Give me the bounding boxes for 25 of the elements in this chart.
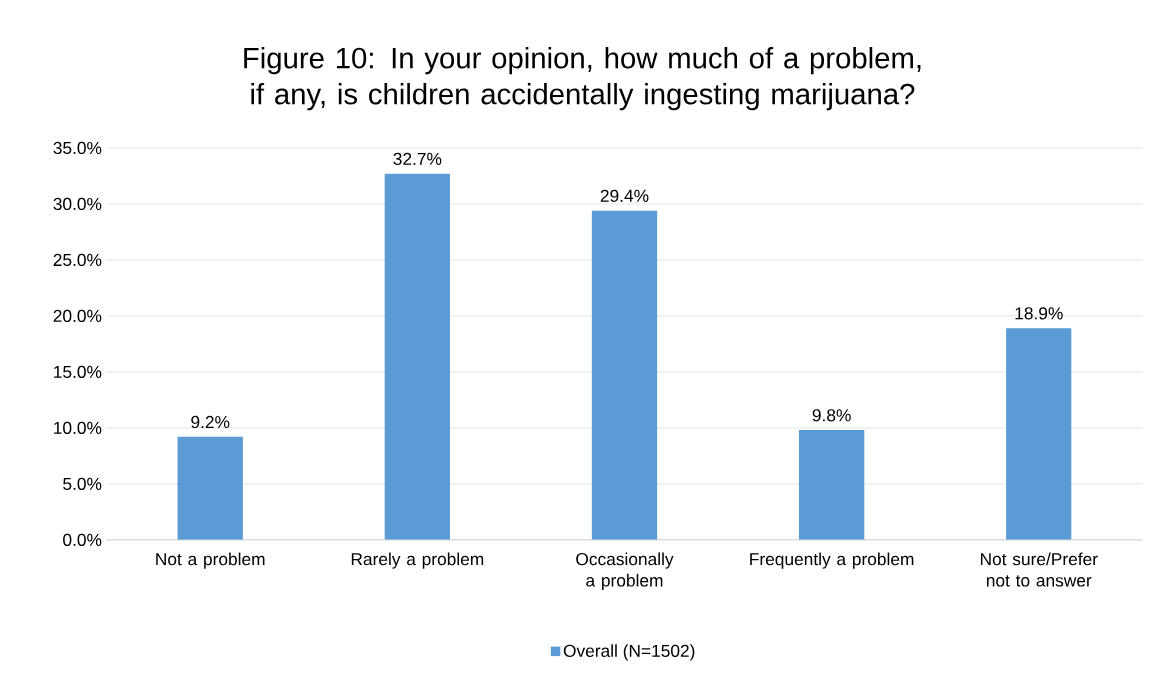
data-label: 32.7% [393, 152, 442, 165]
bar [591, 210, 658, 540]
bar [1006, 328, 1072, 540]
y-tick-label: 30.0% [53, 197, 102, 211]
y-tick-label: 25.0% [53, 253, 102, 266]
data-label: 9.2% [191, 415, 230, 429]
data-label: 9.8% [812, 409, 851, 422]
y-tick-label: 20.0% [53, 309, 102, 322]
y-tick-label: 15.0% [54, 365, 102, 378]
data-label: 29.4% [600, 189, 649, 202]
x-tick-label: Occasionally a problem [576, 552, 674, 590]
y-tick-label: 5.0% [63, 477, 102, 490]
x-tick-label: Rarely a problem [351, 552, 484, 569]
x-tick-label: Frequently a problem [750, 552, 914, 569]
chart-title: Figure 10: In your opinion, how much of a problem, if any, is children accidentally ingesting marijuana? [244, 46, 921, 111]
legend-label: Overall (N=1502) [563, 644, 695, 661]
x-tick-label: Not a problem [156, 552, 265, 569]
data-label: 18.9% [1015, 307, 1063, 320]
bar [177, 436, 243, 540]
x-tick-label: Not sure/Prefer not to answer [980, 552, 1098, 587]
bar [798, 430, 865, 540]
y-tick-label: 35.0% [53, 141, 102, 155]
bar [384, 173, 451, 540]
y-tick-label: 0.0% [63, 533, 102, 546]
y-tick-label: 10.0% [54, 421, 102, 434]
